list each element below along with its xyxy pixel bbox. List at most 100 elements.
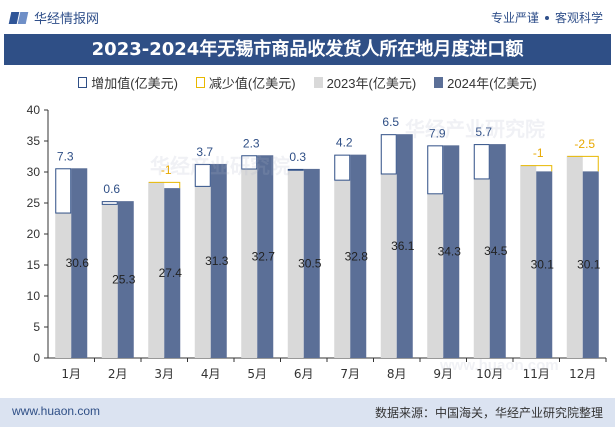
x-tick-label: 1月 (61, 367, 81, 381)
tagline-left: 专业严谨 (490, 11, 539, 25)
x-tick-label: 5月 (247, 367, 267, 381)
change-label: 5.7 (475, 125, 492, 139)
bar-2024 (443, 145, 460, 358)
increase-box (241, 155, 258, 170)
bar-2024 (489, 144, 506, 358)
chart-title: 2023-2024年无锡市商品收发货人所在地月度进口额 (4, 34, 611, 65)
x-tick-label: 7月 (340, 367, 360, 381)
value-label-2024: 30.1 (577, 258, 601, 272)
bar-2023 (148, 181, 165, 358)
value-label-2024: 34.5 (484, 244, 508, 258)
value-label-2024: 32.7 (252, 250, 276, 264)
bar-2024 (396, 134, 413, 358)
bar-2024 (257, 155, 274, 358)
value-label-2024: 25.3 (112, 273, 136, 287)
footer: www.huaon.com 数据来源：中国海关，华经产业研究院整理 (0, 398, 615, 427)
value-label-2024: 31.3 (205, 254, 229, 268)
increase-swatch-icon (78, 76, 88, 88)
change-label: 6.5 (382, 115, 399, 129)
legend-2023: 2023年(亿美元) (313, 72, 416, 92)
x-tick-label: 2月 (108, 367, 128, 381)
x-tick-label: 9月 (433, 367, 453, 381)
bar-2023 (194, 186, 211, 358)
y-tick-label: 5 (33, 320, 40, 334)
change-label: 4.2 (336, 136, 353, 150)
increase-box (427, 145, 444, 195)
y2024-swatch-icon (434, 76, 444, 88)
x-tick-label: 8月 (387, 367, 407, 381)
bullet-icon (544, 15, 549, 20)
bar-2024 (210, 163, 227, 358)
legend-2024-label: 2024年(亿美元) (447, 75, 537, 91)
bar-2023 (566, 155, 583, 358)
value-label-2024: 30.5 (298, 256, 322, 270)
y-tick-label: 35 (27, 134, 41, 148)
change-label: 7.3 (57, 149, 74, 163)
decrease-box (567, 155, 599, 172)
y-tick-label: 40 (27, 103, 41, 117)
increase-box (287, 168, 304, 171)
value-label-2024: 32.8 (345, 249, 369, 263)
bar-2023 (241, 169, 258, 358)
brand: 华经情报网 (10, 8, 99, 27)
legend-increase: 增加值(亿美元) (78, 72, 178, 92)
change-label: -1 (161, 163, 172, 177)
footer-source: 数据来源：中国海关，华经产业研究院整理 (374, 406, 603, 420)
legend: 增加值(亿美元) 减少值(亿美元) 2023年(亿美元) 2024年(亿美元) (0, 72, 615, 92)
legend-decrease: 减少值(亿美元) (195, 72, 296, 92)
increase-box (380, 134, 397, 175)
bar-2024 (350, 154, 367, 358)
value-label-2024: 30.1 (531, 258, 555, 272)
y-tick-label: 10 (27, 289, 41, 303)
tagline-right: 客观科学 (554, 11, 603, 25)
bar-2023 (101, 204, 118, 358)
y-tick-label: 20 (27, 227, 41, 241)
increase-box (55, 168, 72, 214)
x-tick-label: 10月 (476, 367, 503, 381)
y-tick-label: 25 (27, 196, 41, 210)
bar-2023 (380, 174, 397, 358)
bar-2024 (582, 171, 599, 358)
bar-chart: 0 5 10 15 20 25 30 35 40 1月 2月 3月 4月 5月 6月 7月 8月 9月 10月 11月… (27, 103, 607, 381)
change-label: 0.6 (103, 182, 120, 196)
huajing-logo-icon (10, 10, 28, 26)
value-label-2024: 34.3 (438, 245, 462, 259)
y-tick-label: 30 (27, 165, 41, 179)
top-bar: 华经情报网 专业严谨 客观科学 (0, 0, 615, 34)
increase-box (101, 201, 118, 205)
bar-2024 (117, 201, 134, 358)
increase-box (334, 154, 351, 181)
decrease-box (148, 181, 181, 189)
bar-2024 (536, 171, 553, 358)
value-label-2024: 27.4 (159, 266, 183, 280)
change-label: 7.9 (429, 126, 446, 140)
bar-2023 (427, 194, 444, 358)
change-label: -1 (533, 146, 544, 160)
x-tick-label: 6月 (294, 367, 314, 381)
bar-2023 (473, 179, 490, 358)
change-label: 2.3 (243, 136, 260, 150)
y-tick-label: 0 (33, 351, 40, 365)
bar-2023 (55, 213, 72, 358)
bar-2023 (334, 180, 351, 358)
legend-increase-label: 增加值(亿美元) (91, 75, 178, 91)
x-tick-label: 11月 (523, 367, 550, 381)
bar-2023 (520, 165, 537, 358)
y2023-swatch-icon (313, 76, 323, 88)
bar-2024 (71, 168, 88, 358)
legend-decrease-label: 减少值(亿美元) (208, 75, 296, 91)
legend-2024: 2024年(亿美元) (434, 72, 537, 92)
decrease-swatch-icon (195, 76, 205, 88)
footer-website[interactable]: www.huaon.com (12, 404, 101, 418)
decrease-box (520, 165, 553, 172)
bar-2023 (287, 170, 304, 358)
change-label: 3.7 (196, 145, 213, 159)
x-tick-label: 4月 (201, 367, 221, 381)
value-label-2024: 36.1 (391, 239, 415, 253)
change-label: -2.5 (574, 137, 595, 151)
value-label-2024: 30.6 (66, 256, 90, 270)
x-tick-label: 3月 (154, 367, 174, 381)
tagline: 专业严谨 客观科学 (491, 9, 603, 26)
change-label: 0.3 (289, 150, 306, 164)
brand-name: 华经情报网 (34, 11, 100, 26)
